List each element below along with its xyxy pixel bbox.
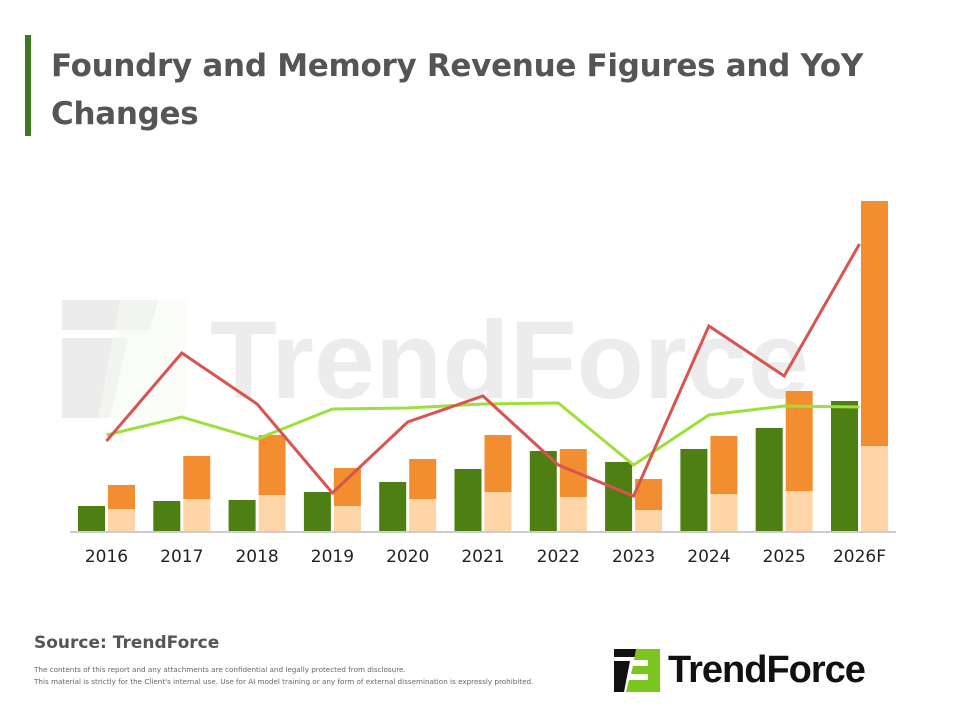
x-axis-label: 2016 [85, 547, 128, 567]
x-axis-label: 2017 [160, 547, 203, 567]
memory-bar-base [409, 499, 437, 532]
memory-bar-base [785, 491, 813, 532]
trendforce-watermark: TrendForce [62, 299, 809, 422]
disclaimer-line-1: The contents of this report and any atta… [34, 665, 406, 674]
foundry-bar [153, 501, 181, 532]
foundry-bar [78, 506, 105, 532]
x-axis-label: 2019 [311, 547, 354, 567]
foundry-bar [228, 500, 256, 532]
foundry-bar [303, 492, 331, 532]
bars [78, 201, 888, 532]
trendforce-logo: TrendForce [612, 646, 932, 694]
foundry-bar [379, 482, 407, 532]
trendforce-logo-text: TrendForce [668, 649, 866, 691]
x-axis-label: 2021 [461, 547, 504, 567]
trendforce-logo-icon [614, 649, 660, 692]
memory-bar-base [258, 495, 286, 532]
x-axis-label: 2022 [537, 547, 580, 567]
chart-area: TrendForce 2016 2017 2018 2019 2020 2021 2022 2… [62, 201, 896, 567]
svg-text:TrendForce: TrendForce [210, 299, 809, 422]
memory-yoy-line [105, 243, 861, 498]
memory-bar-top [484, 435, 512, 492]
x-axis-labels: 2016 2017 2018 2019 2020 2021 2022 2023 2024 2025… [85, 547, 886, 567]
memory-bar-base [559, 497, 587, 532]
memory-bar-base [108, 509, 135, 532]
memory-bar-base [635, 510, 663, 532]
chart-title: Foundry and Memory Revenue Figures and Y… [51, 48, 863, 132]
title-accent-bar [25, 35, 31, 136]
disclaimer-line-2: This material is strictly for the Client… [34, 677, 534, 686]
x-axis-label: 2020 [386, 547, 429, 567]
x-axis-label: 2024 [687, 547, 730, 567]
memory-bar-top [861, 201, 888, 446]
foundry-bar [680, 449, 708, 532]
memory-bar-base [861, 446, 888, 532]
x-axis-label: 2018 [235, 547, 278, 567]
source-label: Source: TrendForce [34, 633, 220, 653]
foundry-bar [831, 401, 858, 532]
memory-bar-base [710, 494, 738, 532]
memory-bar-base [333, 506, 361, 532]
memory-bar-base [484, 492, 512, 532]
memory-bar-top [258, 435, 286, 495]
memory-bar-top [559, 449, 587, 497]
foundry-bar [605, 462, 633, 532]
foundry-yoy-line [106, 401, 860, 467]
foundry-bar [529, 451, 557, 532]
foundry-bar [755, 428, 783, 532]
memory-bar-top [183, 456, 211, 499]
x-axis-label: 2023 [612, 547, 655, 567]
x-axis-label: 2026F [833, 547, 886, 567]
memory-bar-base [183, 499, 211, 532]
foundry-bar [454, 469, 482, 532]
memory-bar-top [108, 485, 135, 509]
x-axis-label: 2025 [763, 547, 806, 567]
memory-bar-top [409, 459, 437, 499]
memory-bar-top [710, 436, 738, 494]
